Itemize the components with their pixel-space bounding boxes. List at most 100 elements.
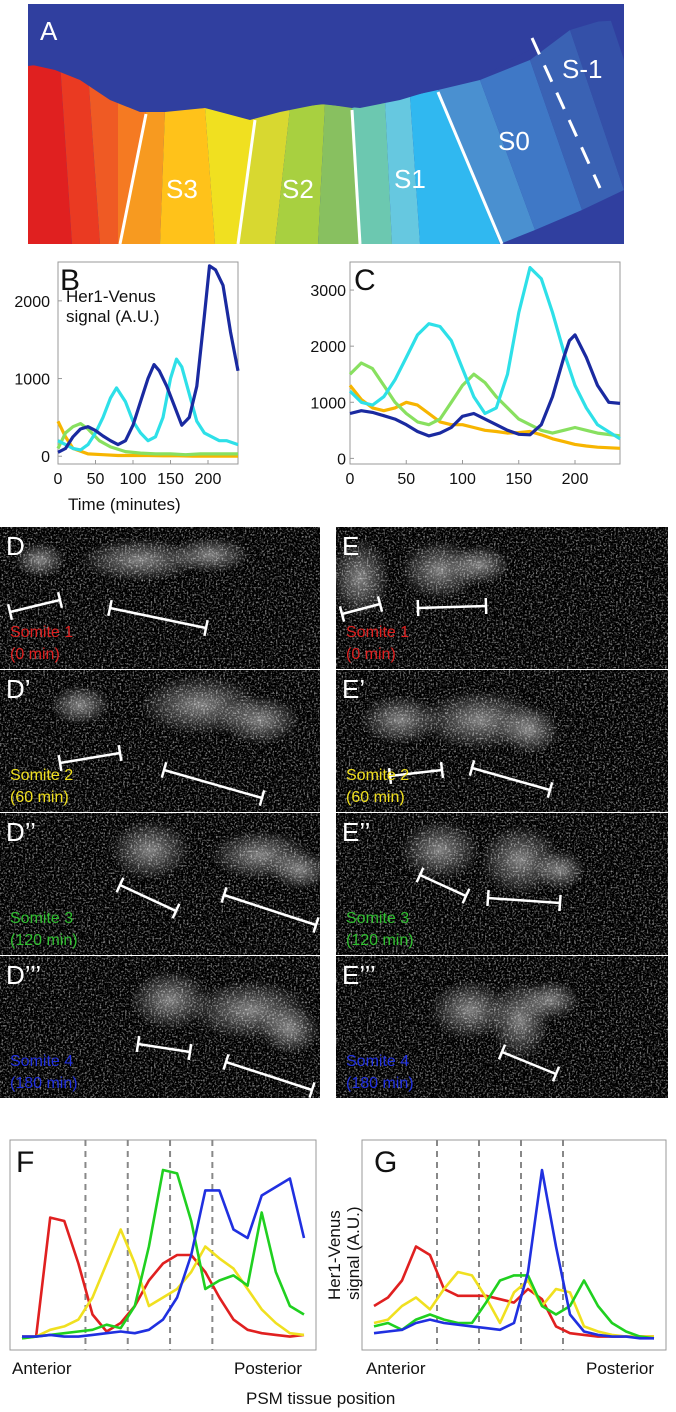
- time-caption: (180 min): [10, 1075, 78, 1092]
- cell-cluster: [520, 980, 580, 1020]
- bracket-end: [6, 603, 14, 621]
- x-tick-label: 200: [562, 471, 589, 488]
- panel-c-chart: C 0 50 100 150 200 0 1000 2000 3000: [310, 261, 621, 488]
- micrograph-label: D: [6, 531, 25, 561]
- somite-bracket: [119, 883, 177, 913]
- time-caption: (60 min): [10, 789, 69, 806]
- panel-g-chart: G Her1-Venus signal (A.U.) Anterior Post…: [246, 1139, 667, 1408]
- somite-bracket: [225, 1060, 313, 1092]
- y-tick-label: 0: [41, 449, 50, 466]
- somite-bracket: [9, 598, 61, 614]
- cell-cluster: [430, 980, 510, 1040]
- stripe: [318, 104, 360, 244]
- micrograph-panel: D Somite 1 (0 min): [0, 527, 320, 669]
- somite-bracket: [109, 606, 207, 630]
- series-line: [22, 1177, 306, 1338]
- x-tick-label: 150: [505, 471, 532, 488]
- x-axis-title: PSM tissue position: [246, 1389, 395, 1408]
- series-line: [373, 1168, 654, 1340]
- panel-b-chart: B Her1-Venus signal (A.U.) Time (minutes…: [14, 261, 240, 514]
- series-line: [56, 422, 238, 457]
- cell-cluster: [535, 850, 585, 890]
- cell-cluster: [360, 695, 440, 745]
- somite-bracket: [223, 893, 317, 927]
- panel-f-chart: F Anterior Posterior: [9, 1139, 317, 1378]
- series-line: [21, 1168, 305, 1340]
- stripe: [570, 18, 624, 190]
- cell-cluster: [450, 545, 510, 585]
- micrograph-panel: D’’ Somite 3 (120 min): [0, 813, 330, 955]
- plot-frame: [349, 261, 621, 465]
- bracket-end: [497, 1044, 507, 1060]
- panel-label-f: F: [16, 1146, 34, 1179]
- cell-cluster: [130, 970, 210, 1030]
- bracket-end: [115, 877, 125, 893]
- time-caption: (0 min): [10, 646, 60, 663]
- micrograph-label: D’’’: [6, 960, 41, 990]
- x-tick-label: 150: [157, 471, 184, 488]
- cell-cluster: [500, 705, 560, 755]
- somite-bracket: [487, 896, 561, 905]
- stripe: [275, 104, 325, 244]
- series-line: [22, 1216, 305, 1338]
- series-line: [57, 264, 240, 454]
- segment-label: S0: [498, 126, 530, 156]
- time-caption: (60 min): [346, 789, 405, 806]
- somite-caption: Somite 2: [10, 767, 73, 784]
- micrograph-panels: D Somite 1 (0 min) D’ Somite 2 (60 min) D’’ Som…: [0, 527, 668, 1098]
- boundary-line: [350, 109, 362, 245]
- y-ticks: 0 1000 2000 3000: [310, 283, 354, 468]
- panel-label-b: B: [60, 264, 80, 297]
- cell-cluster: [110, 820, 190, 880]
- stripe: [530, 30, 624, 210]
- stripe: [120, 110, 165, 244]
- x-axis-label-right: Posterior: [234, 1359, 302, 1378]
- bracket-end: [222, 1054, 230, 1070]
- somite-caption: Somite 1: [346, 624, 409, 641]
- somite-bracket: [163, 768, 263, 800]
- panel-label-a: A: [40, 16, 58, 46]
- micrograph-panel: E’ Somite 2 (60 min): [336, 670, 668, 812]
- stripe: [60, 62, 100, 244]
- bracket-end: [338, 605, 346, 623]
- somite-bracket: [389, 768, 443, 778]
- series-line: [373, 1270, 654, 1338]
- bracket-end: [546, 781, 554, 799]
- series-group: [21, 1168, 306, 1340]
- stripe: [480, 60, 582, 230]
- boundary-dashed-line: [530, 37, 602, 189]
- somite-caption: Somite 4: [346, 1053, 409, 1070]
- boundary-line: [436, 91, 504, 245]
- upper-tissue: [28, 4, 624, 120]
- x-axis-label: Time (minutes): [68, 495, 181, 514]
- micrograph-label: E’: [342, 674, 365, 704]
- bracket-end: [171, 903, 181, 919]
- y-axis-label: signal (A.U.): [66, 307, 160, 326]
- dashed-dividers: [436, 1140, 564, 1350]
- micrograph-panel: D’ Somite 2 (60 min): [0, 670, 320, 812]
- segment-label: S3: [166, 174, 198, 204]
- y-ticks: 0 1000 2000: [14, 294, 62, 466]
- series-line: [57, 357, 239, 452]
- x-tick-label: 0: [54, 471, 63, 488]
- cell-cluster: [170, 537, 250, 573]
- bracket-end: [439, 761, 445, 779]
- cell-cluster: [14, 542, 66, 578]
- panel-label-c: C: [354, 264, 376, 297]
- cell-cluster: [330, 538, 390, 618]
- somite-bracket: [471, 766, 551, 792]
- series-line: [373, 1274, 655, 1340]
- cell-cluster: [50, 685, 110, 725]
- micrograph-panel: E Somite 1 (0 min): [330, 527, 668, 669]
- boundary-line: [236, 119, 257, 245]
- micrograph-speckle: [336, 527, 668, 669]
- series-line: [349, 333, 621, 438]
- series-line: [348, 384, 621, 450]
- series-group: [348, 266, 621, 450]
- bracket-end: [187, 1043, 193, 1061]
- time-caption: (180 min): [346, 1075, 414, 1092]
- x-tick-label: 200: [195, 471, 222, 488]
- micrograph-label: E’’’: [342, 960, 376, 990]
- y-axis-label: Her1-Venus: [66, 287, 156, 306]
